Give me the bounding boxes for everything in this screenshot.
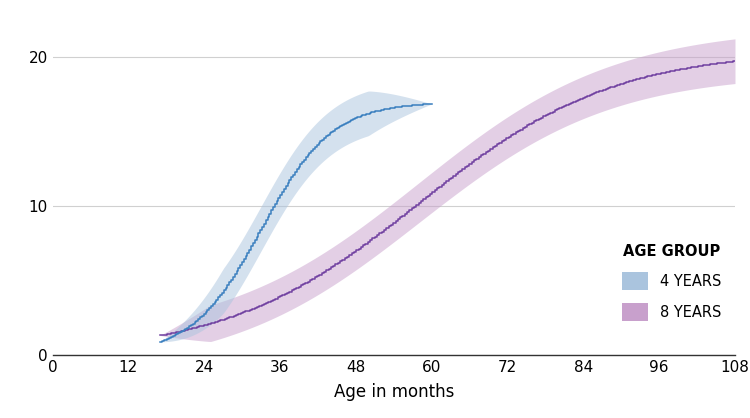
Legend: 4 YEARS, 8 YEARS: 4 YEARS, 8 YEARS xyxy=(622,244,721,321)
X-axis label: Age in months: Age in months xyxy=(334,383,454,402)
